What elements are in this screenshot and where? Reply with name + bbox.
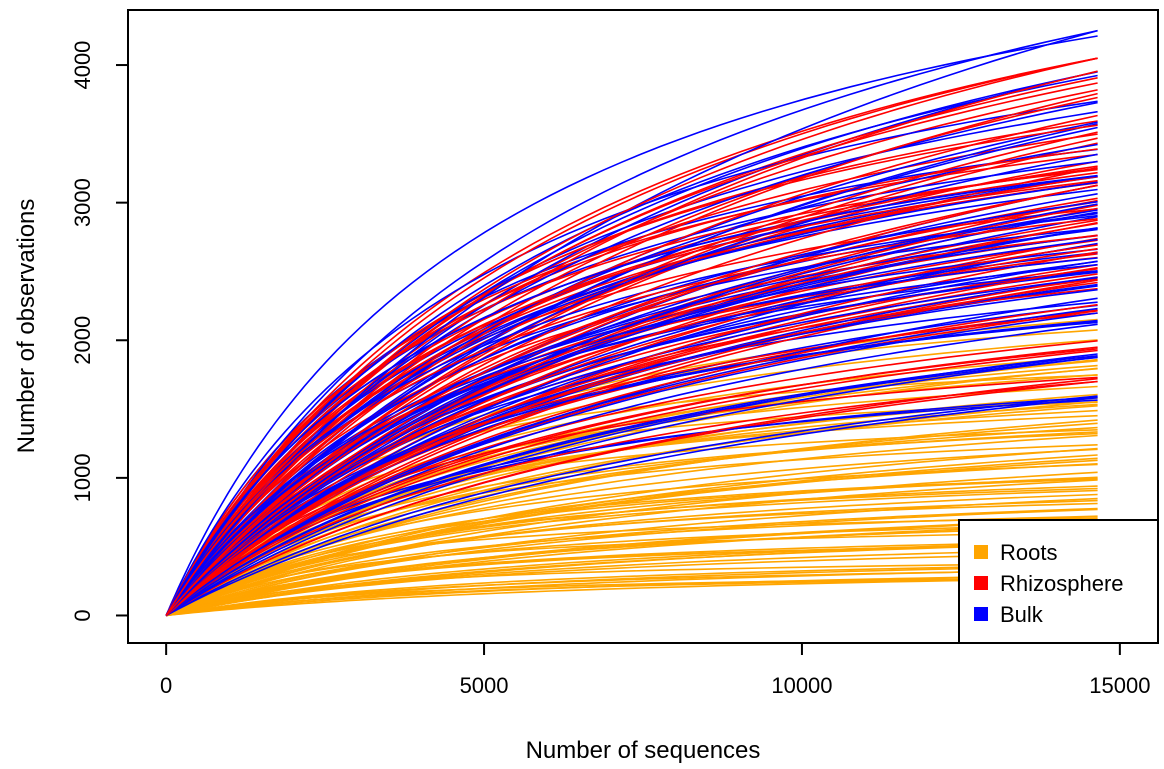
curve-bulk bbox=[165, 214, 1098, 616]
curves-layer bbox=[165, 29, 1098, 617]
legend-swatch-rhizosphere bbox=[974, 576, 988, 590]
curve-bulk bbox=[165, 263, 1098, 616]
legend-swatch-roots bbox=[974, 545, 988, 559]
curve-bulk bbox=[165, 396, 1098, 617]
y-axis-title: Number of observations bbox=[13, 199, 40, 454]
curve-bulk bbox=[165, 74, 1098, 616]
plot-frame bbox=[127, 9, 1159, 644]
curve-roots bbox=[165, 471, 1098, 617]
y-tick-label: 1000 bbox=[70, 453, 95, 502]
curve-rhizosphere bbox=[165, 251, 1098, 617]
curve-bulk bbox=[165, 356, 1098, 617]
x-axis-title: Number of sequences bbox=[526, 737, 761, 764]
x-tick-label: 0 bbox=[160, 673, 172, 698]
x-tick-label: 10000 bbox=[771, 673, 832, 698]
legend-label-bulk: Bulk bbox=[1000, 602, 1044, 627]
curve-rhizosphere bbox=[165, 165, 1098, 616]
x-axis: 0 5000 10000 15000 bbox=[160, 643, 1150, 698]
legend-label-roots: Roots bbox=[1000, 540, 1057, 565]
curve-bulk bbox=[165, 35, 1098, 616]
curve-roots bbox=[165, 447, 1098, 617]
curve-bulk bbox=[165, 312, 1098, 617]
curve-rhizosphere bbox=[165, 168, 1098, 616]
x-tick-label: 15000 bbox=[1089, 673, 1150, 698]
curve-roots bbox=[165, 540, 1098, 617]
y-axis: 0 1000 2000 3000 4000 bbox=[70, 41, 128, 622]
y-tick-label: 0 bbox=[70, 609, 95, 621]
y-tick-label: 3000 bbox=[70, 178, 95, 227]
y-tick-label: 4000 bbox=[70, 41, 95, 90]
legend: Roots Rhizosphere Bulk bbox=[958, 519, 1159, 644]
curve-bulk bbox=[165, 356, 1098, 617]
curve-roots bbox=[166, 574, 1098, 617]
legend-swatch-bulk bbox=[974, 607, 988, 621]
legend-box bbox=[958, 519, 1159, 644]
y-tick-label: 2000 bbox=[70, 316, 95, 365]
curve-bulk bbox=[165, 175, 1098, 616]
curve-rhizosphere bbox=[165, 166, 1098, 617]
x-tick-label: 5000 bbox=[460, 673, 509, 698]
legend-label-rhizosphere: Rhizosphere bbox=[1000, 571, 1124, 596]
curve-bulk bbox=[165, 203, 1098, 617]
curve-bulk bbox=[165, 238, 1098, 616]
curve-bulk bbox=[165, 395, 1098, 617]
